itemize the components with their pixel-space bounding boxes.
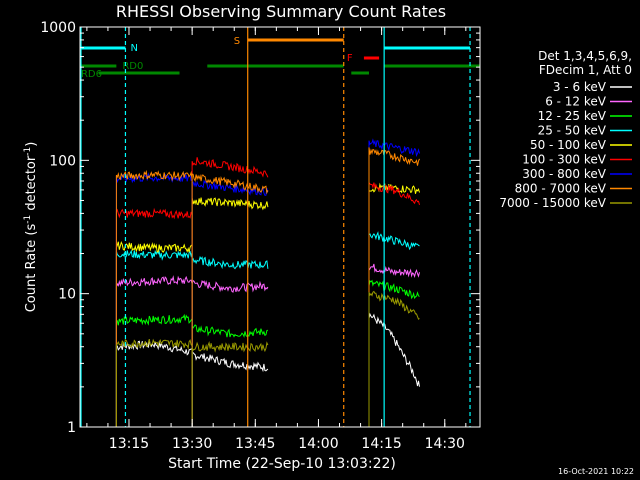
y-tick-label: 1	[67, 420, 76, 436]
x-tick-label: 13:15	[109, 436, 149, 452]
series-line	[191, 324, 268, 427]
series-line	[115, 207, 193, 427]
series-line	[368, 147, 420, 427]
legend-label: 3 - 6 keV	[553, 80, 607, 94]
series-line	[191, 197, 269, 427]
series-line	[368, 231, 420, 427]
plot-area	[115, 138, 420, 427]
y-tick-label: 100	[49, 153, 76, 169]
series-line	[368, 138, 420, 427]
series-line	[115, 338, 193, 427]
y-tick-label: 1000	[40, 20, 76, 36]
flag-label-s: S	[234, 36, 240, 47]
series-line	[368, 312, 420, 427]
series-line	[115, 313, 193, 427]
x-axis-ticks: 13:15 13:30 13:45 14:00 14:15 14:30	[86, 27, 467, 452]
series-line	[191, 157, 269, 427]
x-tick-label: 13:30	[172, 436, 212, 452]
series-line	[191, 279, 269, 427]
series-line	[191, 340, 269, 427]
legend-header: Det 1,3,4,5,6,9,	[538, 49, 632, 63]
legend-label: 100 - 300 keV	[522, 153, 606, 167]
series-line	[191, 255, 269, 427]
series-line	[115, 240, 193, 427]
series-line	[368, 279, 420, 427]
x-tick-label: 14:15	[361, 436, 401, 452]
y-axis-label-main: Count Rate (s	[24, 224, 39, 313]
flag-label-rd6: RD6	[81, 69, 102, 80]
legend-header: FDecim 1, Att 0	[539, 63, 632, 77]
x-tick-label: 14:00	[298, 436, 338, 452]
series-line	[368, 290, 420, 427]
legend-label: 25 - 50 keV	[538, 124, 607, 138]
legend-label: 300 - 800 keV	[522, 167, 606, 181]
y-tick-label: 10	[58, 287, 76, 303]
series-line	[191, 173, 269, 427]
flag-label-rd0: RD0	[122, 61, 143, 72]
event-markers	[80, 27, 471, 427]
series-line	[368, 263, 420, 427]
y-axis-label-sup1: -1	[23, 215, 33, 224]
flag-label-f: F	[347, 53, 353, 64]
series-line	[115, 275, 193, 427]
legend-label: 12 - 25 keV	[538, 109, 607, 123]
y-axis-label: Count Rate (s-1 detector-1)	[23, 142, 39, 313]
legend-label: 6 - 12 keV	[545, 95, 607, 109]
legend-label: 800 - 7000 keV	[515, 182, 607, 196]
x-tick-label: 14:30	[425, 436, 465, 452]
plot-frame	[79, 26, 481, 428]
x-tick-label: 13:45	[235, 436, 275, 452]
series-line	[115, 249, 193, 427]
date-stamp: 16-Oct-2021 10:22	[558, 467, 634, 476]
y-axis-label-mid: detector	[24, 155, 39, 215]
series-line	[191, 350, 269, 427]
y-axis-label-end: )	[24, 142, 39, 147]
series-line	[368, 181, 420, 427]
series-line	[115, 169, 193, 427]
chart-title: RHESSI Observing Summary Count Rates	[116, 2, 446, 21]
legend-label: 50 - 100 keV	[530, 138, 607, 152]
y-axis-ticks: 1000 100 10 1	[40, 20, 480, 436]
y-axis-label-sup2: -1	[23, 147, 33, 156]
legend: Det 1,3,4,5,6,9,FDecim 1, Att 0 3 - 6 keV…	[499, 49, 632, 210]
flag-label-n: N	[130, 43, 137, 54]
x-axis-label: Start Time (22-Sep-10 13:03:22)	[168, 456, 396, 472]
flag-bars: N S F RD0 RD6	[80, 36, 481, 80]
legend-label: 7000 - 15000 keV	[499, 196, 606, 210]
